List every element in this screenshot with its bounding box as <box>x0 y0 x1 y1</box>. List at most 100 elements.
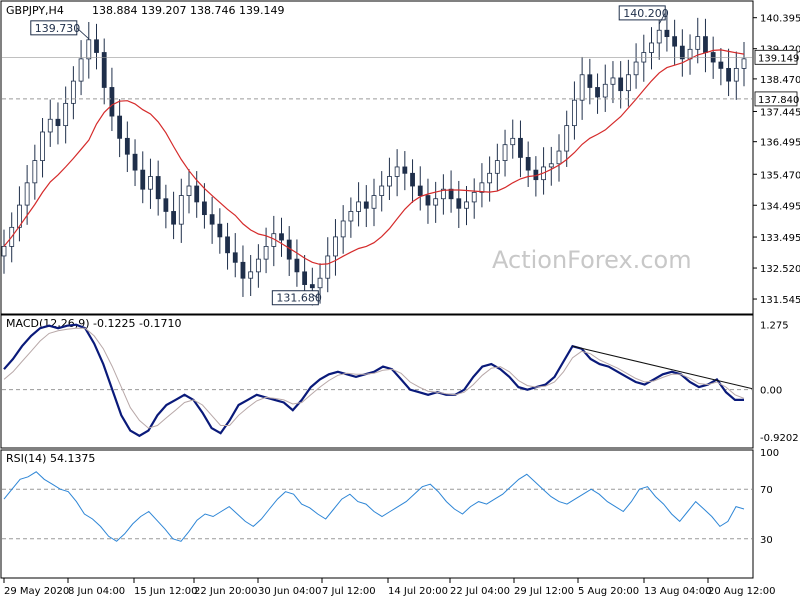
candle-body <box>679 45 685 60</box>
candle-body <box>24 182 30 206</box>
candle-body <box>117 115 123 139</box>
candle-body <box>417 185 423 196</box>
candle-body <box>217 223 223 238</box>
macd-tick-label: 1.275 <box>760 320 789 331</box>
candle-body <box>255 258 261 273</box>
price-tick-label: 131.545 <box>760 295 800 306</box>
candle-body <box>649 42 654 53</box>
price-tick-label: 133.495 <box>760 233 800 244</box>
candle-body <box>610 77 616 85</box>
annotation-label: 140.200 <box>623 7 669 20</box>
candle-body <box>733 68 739 82</box>
candle-body <box>487 172 493 184</box>
candle-body <box>109 87 115 117</box>
candle-body <box>718 61 724 69</box>
candle-body <box>148 176 153 190</box>
candle-body <box>178 195 184 225</box>
candle-body <box>741 58 747 69</box>
candle-body <box>86 39 92 60</box>
candle-body <box>379 185 385 196</box>
price-tick-label: 136.495 <box>760 138 800 149</box>
time-tick-label: 22 Jul 04:00 <box>450 586 510 597</box>
candle-body <box>479 182 485 193</box>
time-tick-label: 13 Aug 04:00 <box>644 586 711 597</box>
candle-body <box>101 52 107 88</box>
candle-body <box>572 99 577 127</box>
sma-line-path <box>3 49 745 266</box>
price-tick-label: 137.445 <box>760 107 800 118</box>
candle-body <box>317 277 323 289</box>
candle-body <box>1 246 7 257</box>
candle-body <box>248 271 254 279</box>
candle-body <box>171 211 176 225</box>
candle-body <box>556 150 562 165</box>
time-tick-label: 30 Jun 04:00 <box>258 586 322 597</box>
macd-series <box>2 323 753 438</box>
candle-body <box>548 163 554 168</box>
ohlc-label: 138.884 139.207 138.746 139.149 <box>92 4 284 17</box>
symbol-label: GBPJPY,H4 <box>6 4 64 17</box>
macd-line <box>3 323 744 438</box>
price-tick-label: 135.470 <box>760 170 800 181</box>
candle-body <box>155 176 161 200</box>
candle-body <box>564 125 570 152</box>
rsi-title: RSI(14) 54.1375 <box>6 452 95 465</box>
level-label: 137.840 <box>758 95 799 106</box>
time-tick-label: 8 Jun 04:00 <box>68 586 125 597</box>
candle-body <box>348 211 354 222</box>
candle-body <box>448 188 454 200</box>
annotation-leader <box>312 294 319 299</box>
rsi-axis: 100 70 30 <box>760 448 779 546</box>
price-panel-frame <box>0 0 754 315</box>
candle-body <box>356 201 361 212</box>
candle-body <box>410 172 415 187</box>
candle-body <box>40 131 45 161</box>
candle-body <box>464 201 469 209</box>
candle-body <box>17 204 22 228</box>
candle-body <box>471 191 477 203</box>
level-label-box <box>754 91 798 107</box>
candle-body <box>202 201 207 216</box>
time-tick-label: 5 Aug 20:00 <box>578 586 639 597</box>
candle-body <box>726 68 731 82</box>
candle-body <box>363 201 369 209</box>
candle-body <box>664 29 670 38</box>
macd-trendline <box>572 345 753 390</box>
macd-axis: 1.275 0.00 -0.9202 <box>760 320 799 443</box>
candle-body <box>633 61 639 76</box>
macd-tick-label: 0.00 <box>760 386 782 397</box>
macd-tick-label: -0.9202 <box>760 433 799 444</box>
price-level-lines: 139.149 137.840 <box>2 49 799 107</box>
signal-line <box>3 327 745 429</box>
candle-body <box>656 29 662 44</box>
annotation-leader <box>658 12 666 25</box>
time-tick-label: 7 Jul 12:00 <box>322 586 376 597</box>
rsi-line <box>3 471 745 542</box>
candle-body <box>333 236 338 257</box>
candle-body <box>263 246 269 260</box>
rsi-tick-label: 100 <box>760 448 779 459</box>
candle-body <box>302 271 308 285</box>
candle-body <box>294 258 300 273</box>
candle-body <box>703 36 708 53</box>
candle-body <box>70 80 76 104</box>
candle-body <box>132 153 138 171</box>
annotation-leader <box>76 27 90 40</box>
time-tick-label: 29 Jul 12:00 <box>514 586 574 597</box>
candle-body <box>309 284 315 289</box>
candle-body <box>387 176 392 187</box>
level-label-box <box>754 49 798 65</box>
time-tick-label: 15 Jun 12:00 <box>134 586 198 597</box>
candle-body <box>340 220 346 238</box>
price-tick-label: 134.495 <box>760 201 800 212</box>
candle-body <box>94 39 99 53</box>
candle-body <box>78 58 84 82</box>
candle-body <box>525 157 531 171</box>
time-tick-label: 22 Jun 20:00 <box>194 586 258 597</box>
candle-body <box>140 169 146 190</box>
candle-body <box>695 36 701 50</box>
rsi-tick-label: 70 <box>760 485 773 496</box>
